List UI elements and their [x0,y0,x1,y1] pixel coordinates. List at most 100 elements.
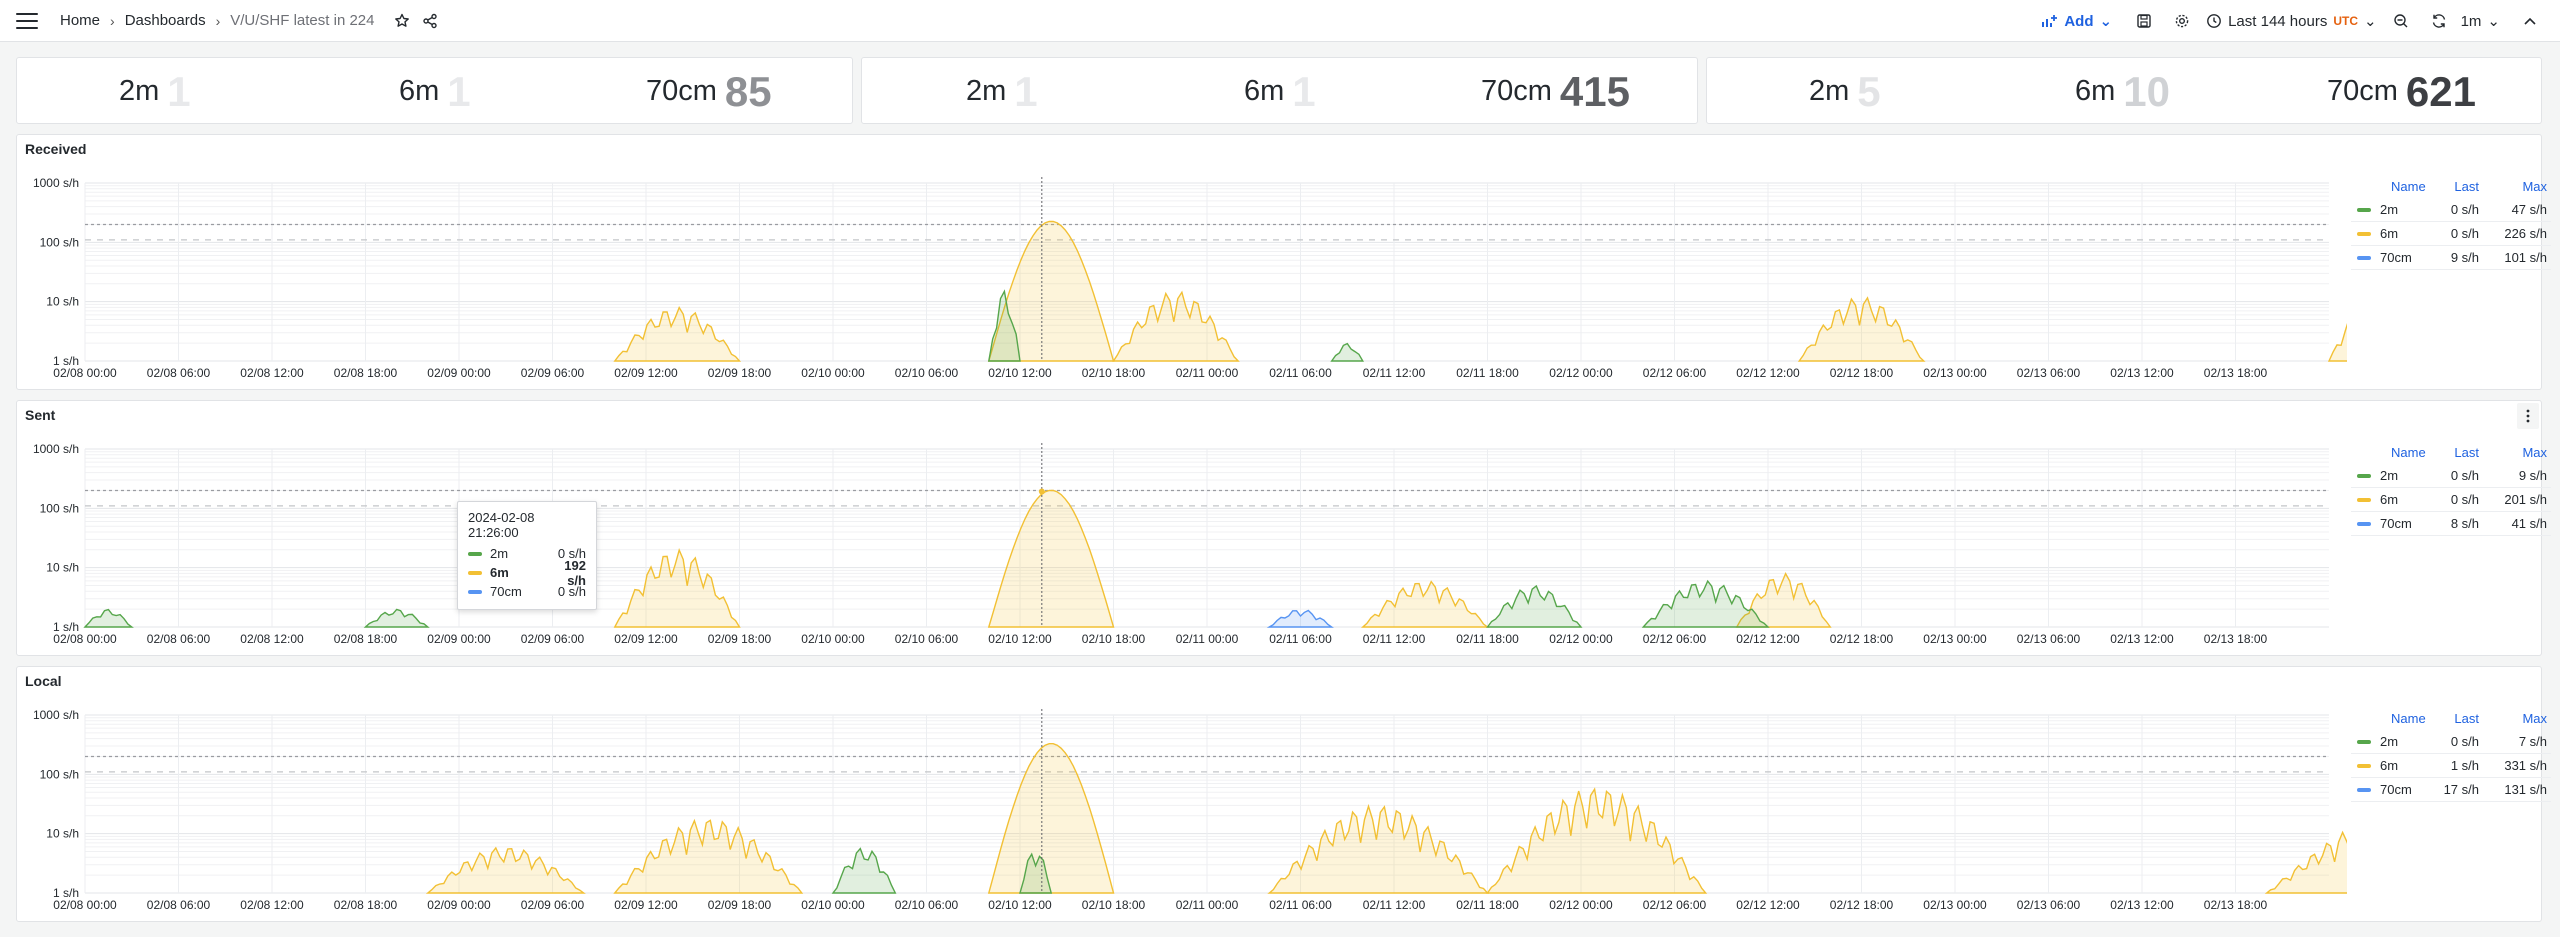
panel-local[interactable]: Local 1000 s/h 100 s/h 10 s/h 1 s/h 02/08 00… [16,666,2551,923]
legend-header-last[interactable]: Last [2454,178,2479,194]
x-tick-label: 02/08 12:00 [240,366,304,380]
legend-header-last[interactable]: Last [2454,444,2479,460]
legend-row-2m[interactable]: 2m 0 s/h 47 s/h [2351,198,2551,222]
series-area-6m [1112,290,1240,362]
x-tick-label: 02/11 06:00 [1269,898,1332,912]
tooltip-value: 192 s/h [564,557,586,588]
stat-value: 621 [2405,67,2476,115]
stat-value: 1 [447,67,471,115]
add-button[interactable]: Add ⌄ [2042,12,2112,30]
x-tick-label: 02/09 00:00 [427,898,491,912]
legend-swatch [2357,231,2371,236]
star-icon[interactable] [388,7,416,35]
zoom-out-icon[interactable] [2387,7,2415,35]
series-area-6m [613,818,804,894]
stat-label: 6m [1244,75,1285,107]
legend-row-6m[interactable]: 6m 1 s/h 331 s/h [2351,754,2551,778]
legend-table: Name Last Max 2m 0 s/h 7 s/h 6m 1 s/h 331 s/h 70c… [2351,706,2551,802]
series-area-2m [1486,584,1583,628]
stat-label: 2m [119,75,160,107]
legend-header-last[interactable]: Last [2454,710,2479,726]
stat-value: 1 [167,67,191,115]
tooltip-row: 6m 192 s/h [468,558,586,588]
legend-swatch [2357,473,2371,478]
legend-header: Name Last Max [2351,706,2551,730]
timeseries-chart[interactable]: 1000 s/h 100 s/h 10 s/h 1 s/h02/08 00:00 02/… [17,401,2347,657]
legend-row-70cm[interactable]: 70cm 9 s/h 101 s/h [2351,246,2551,270]
stat-value: 1 [1292,67,1316,115]
panel-received[interactable]: Received 1000 s/h 100 s/h 10 s/h 1 s/h 02/08… [16,134,2551,391]
stat-item-6m: 6m 10 [2075,58,2170,125]
x-tick-label: 02/11 00:00 [1176,366,1239,380]
legend-row-70cm[interactable]: 70cm 8 s/h 41 s/h [2351,512,2551,536]
x-tick-label: 02/08 12:00 [240,898,304,912]
legend-row-70cm[interactable]: 70cm 17 s/h 131 s/h [2351,778,2551,802]
series-area-6m [1360,580,1490,628]
x-tick-label: 02/12 18:00 [1830,632,1894,646]
legend-header-name[interactable]: Name [2391,710,2426,726]
x-tick-label: 02/09 00:00 [427,366,491,380]
panel-title: Received [25,141,87,157]
breadcrumb-dashboards[interactable]: Dashboards [124,12,206,29]
y-tick-label: 1 s/h [53,354,79,368]
panel-menu-icon[interactable] [2517,403,2539,429]
time-range-picker[interactable]: Last 144 hours UTC ⌄ [2206,12,2377,30]
series-area-2m [1019,852,1053,894]
legend-swatch [2357,763,2371,768]
legend-table: Name Last Max 2m 0 s/h 9 s/h 6m 0 s/h 201 s/h 70c… [2351,440,2551,536]
legend-max-value: 331 s/h [2504,758,2547,773]
series-area-2m [1641,579,1770,628]
x-tick-label: 02/09 06:00 [521,366,585,380]
legend-row-2m[interactable]: 2m 0 s/h 9 s/h [2351,464,2551,488]
stat-label: 2m [1809,75,1850,107]
hover-point [1038,488,1045,495]
gear-icon[interactable] [2168,7,2196,35]
x-tick-label: 02/09 18:00 [708,898,772,912]
x-tick-label: 02/12 00:00 [1549,898,1613,912]
refresh-interval-picker[interactable]: 1m ⌄ [2461,12,2500,31]
legend-max-value: 47 s/h [2511,202,2547,217]
legend-swatch [2357,787,2371,792]
panel-sent[interactable]: Sent 1000 s/h 100 s/h 10 s/h 1 s/h 02/08 00:… [16,400,2551,657]
stat-value: 1 [1014,67,1038,115]
tooltip-value: 0 s/h [557,546,586,561]
stat-panel-3[interactable]: 2m 5 6m 10 70cm 621 [1706,57,2542,124]
refresh-icon[interactable] [2425,7,2453,35]
legend-header: Name Last Max [2351,440,2551,464]
legend-table: Name Last Max 2m 0 s/h 47 s/h 6m 0 s/h 226 s/h 70… [2351,174,2551,270]
x-tick-label: 02/13 06:00 [2017,366,2081,380]
x-tick-label: 02/12 06:00 [1643,632,1707,646]
legend-row-6m[interactable]: 6m 0 s/h 226 s/h [2351,222,2551,246]
stat-panel-2[interactable]: 2m 1 6m 1 70cm 415 [861,57,1698,124]
legend-header-max[interactable]: Max [2522,178,2547,194]
tooltip-row: 2m 0 s/h [468,544,586,563]
time-range-label: Last 144 hours [2228,12,2328,30]
legend-row-2m[interactable]: 2m 0 s/h 7 s/h [2351,730,2551,754]
x-tick-label: 02/13 00:00 [1923,898,1987,912]
chevron-up-icon[interactable] [2516,7,2544,35]
legend-header-max[interactable]: Max [2522,444,2547,460]
menu-icon[interactable] [16,12,38,29]
timeseries-chart[interactable]: 1000 s/h 100 s/h 10 s/h 1 s/h02/08 00:00 02/… [17,135,2347,391]
legend-row-6m[interactable]: 6m 0 s/h 201 s/h [2351,488,2551,512]
x-tick-label: 02/10 12:00 [988,898,1052,912]
stat-label: 70cm [1481,75,1552,107]
stat-panel-1[interactable]: 2m 1 6m 1 70cm 85 [16,57,853,124]
x-tick-label: 02/13 12:00 [2110,898,2174,912]
legend-header-max[interactable]: Max [2522,710,2547,726]
legend-last-value: 8 s/h [2450,516,2479,531]
x-tick-label: 02/12 06:00 [1643,366,1707,380]
x-tick-label: 02/10 06:00 [895,366,959,380]
stat-item-70cm: 70cm 621 [2327,58,2476,125]
save-icon[interactable] [2130,7,2158,35]
y-tick-label: 1 s/h [53,886,79,900]
timeseries-chart[interactable]: 1000 s/h 100 s/h 10 s/h 1 s/h02/08 00:00 02/… [17,667,2347,923]
series-area-6m [613,547,741,628]
legend-header-name[interactable]: Name [2391,178,2426,194]
x-tick-label: 02/13 00:00 [1923,366,1987,380]
share-icon[interactable] [416,7,444,35]
legend-header-name[interactable]: Name [2391,444,2426,460]
series-area-70cm [1266,609,1334,628]
breadcrumb-home[interactable]: Home [60,12,101,29]
legend-last-value: 0 s/h [2450,492,2479,507]
